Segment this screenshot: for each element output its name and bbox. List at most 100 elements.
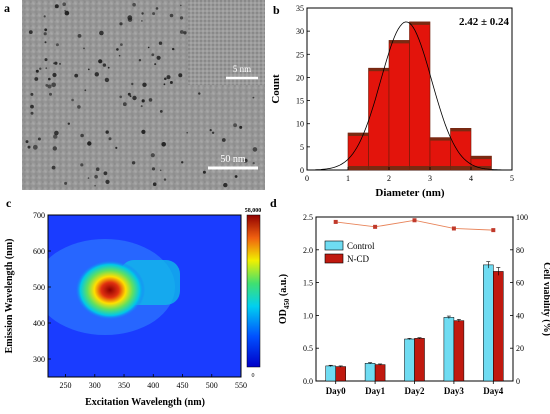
nanoparticle-dot [51, 165, 56, 170]
y-tick-label: 5 [300, 143, 304, 152]
nanoparticle-dot [147, 46, 150, 49]
nanoparticle-dot [105, 179, 110, 184]
nanoparticle-dot [54, 4, 59, 9]
nanoparticle-dot [142, 82, 147, 88]
nanoparticle-dot [54, 130, 59, 136]
nanoparticle-dot [120, 43, 123, 46]
panel-a: 5 nm 50 nm a [0, 0, 265, 190]
y-tick-label: 10 [296, 120, 304, 129]
right-tick-label: 80 [516, 246, 524, 255]
histogram-bar-base [348, 166, 369, 170]
nanoparticle-dot [47, 84, 52, 89]
nanoparticle-dot [53, 134, 58, 139]
x-tick-label: 4 [469, 174, 473, 183]
nanoparticle-dot [252, 147, 258, 152]
panel-a-letter: a [4, 1, 10, 15]
histogram-bar-cap [368, 68, 389, 72]
legend-label-ncd: N-CD [347, 254, 369, 264]
nanoparticle-dot [211, 131, 215, 134]
colorbar [246, 214, 261, 368]
nanoparticle-dot [48, 77, 51, 81]
nanoparticle-dot [198, 92, 201, 95]
gaussian-fit-curve [315, 21, 504, 171]
nanoparticle-dot [221, 138, 226, 142]
od-bar [414, 338, 425, 382]
nanoparticle-dot [179, 16, 184, 20]
nanoparticle-dot [25, 140, 29, 144]
viability-point [373, 224, 378, 229]
nanoparticle-dot [37, 137, 41, 141]
nanoparticle-dot [243, 158, 248, 163]
histogram-bar-base [450, 166, 471, 170]
nanoparticle-dot [108, 137, 112, 141]
histogram-x-ticks: 0 1 2 3 4 5 [305, 167, 514, 183]
od-legend: Control N-CD [324, 240, 375, 264]
size-annotation: 2.42 ± 0.24 [459, 16, 510, 28]
nanoparticle-dot [43, 32, 47, 36]
nanoparticle-dot [158, 41, 163, 45]
nanoparticle-dot [119, 22, 123, 26]
nanoparticle-dot [148, 98, 153, 102]
nanoparticle-dot [178, 73, 183, 78]
nanoparticle-dot [54, 61, 58, 65]
hrtem-inset [188, 0, 265, 85]
histogram-y-ticks: 0 5 10 15 20 25 30 35 [296, 4, 310, 175]
y-tick-label: 25 [296, 50, 304, 59]
nanoparticle-dot [234, 175, 238, 178]
right-tick-label: 0 [516, 377, 520, 386]
nanoparticle-dots [25, 2, 258, 188]
nanoparticle-dot [39, 67, 42, 70]
nanoparticle-dot [132, 2, 136, 7]
nanoparticle-dot [154, 63, 157, 66]
histogram-bar-cap [348, 132, 369, 136]
nanoparticle-dot [51, 82, 56, 88]
x-tick-label: 5 [510, 174, 514, 183]
nanoparticle-dot [80, 163, 84, 167]
left-tick-label: 2.0 [303, 246, 313, 255]
histogram-chart: b 0 1 2 3 4 5 0 5 10 15 20 25 30 35 2.42 ± 0.24 Diam… [270, 3, 514, 199]
nanoparticle-dot [141, 99, 145, 103]
histogram-bar-base [389, 166, 410, 170]
right-tick-label: 40 [516, 311, 524, 320]
nanoparticle-dot [202, 170, 206, 174]
nanoparticle-dot [99, 30, 104, 36]
nanoparticle-dot [179, 30, 184, 34]
nanoparticle-dot [94, 174, 98, 179]
nanoparticle-dot [87, 68, 90, 71]
main-scale-label: 50 nm [220, 154, 246, 165]
od-bars [325, 261, 504, 382]
y-tick-label: 35 [296, 4, 304, 13]
category-label: Day1 [365, 386, 385, 396]
tem-image: 5 nm 50 nm a [4, 0, 265, 190]
nanoparticle-dot [169, 13, 174, 18]
left-tick-label: 1.5 [303, 279, 313, 288]
nanoparticle-dot [62, 2, 66, 6]
nanoparticle-dot [141, 12, 144, 15]
x-tick-label: 3 [428, 174, 432, 183]
viability-right-ticks: 0 20 40 60 80 100 [510, 213, 528, 386]
viability-point [491, 228, 496, 233]
nanoparticle-dot [164, 77, 167, 81]
nanoparticle-dot [127, 92, 131, 96]
day-category-labels: Day0 Day1 Day2 Day3 Day4 [326, 381, 504, 396]
nanoparticle-dot [105, 130, 109, 134]
histogram-bar [429, 137, 451, 171]
od-bar [404, 338, 415, 382]
nanoparticle-dot [30, 104, 34, 109]
od-bar [483, 264, 494, 382]
histogram-y-label: Count [270, 74, 282, 104]
colorbar-min-label: 0 [252, 373, 255, 379]
histogram-bar-cap [430, 137, 451, 141]
x-tick-label: 0 [305, 174, 309, 183]
od-bar [325, 365, 336, 382]
od-y-label: OD450 (a.u.) [278, 274, 291, 324]
right-tick-label: 60 [516, 279, 524, 288]
histogram-bars [347, 21, 492, 171]
nanoparticle-dot [83, 47, 85, 50]
nanoparticle-dot [169, 81, 173, 84]
nanoparticle-dot [77, 105, 81, 109]
nanoparticle-dot [138, 59, 142, 62]
heatmap-field [48, 215, 241, 377]
x-tick-label: 2 [387, 174, 391, 183]
